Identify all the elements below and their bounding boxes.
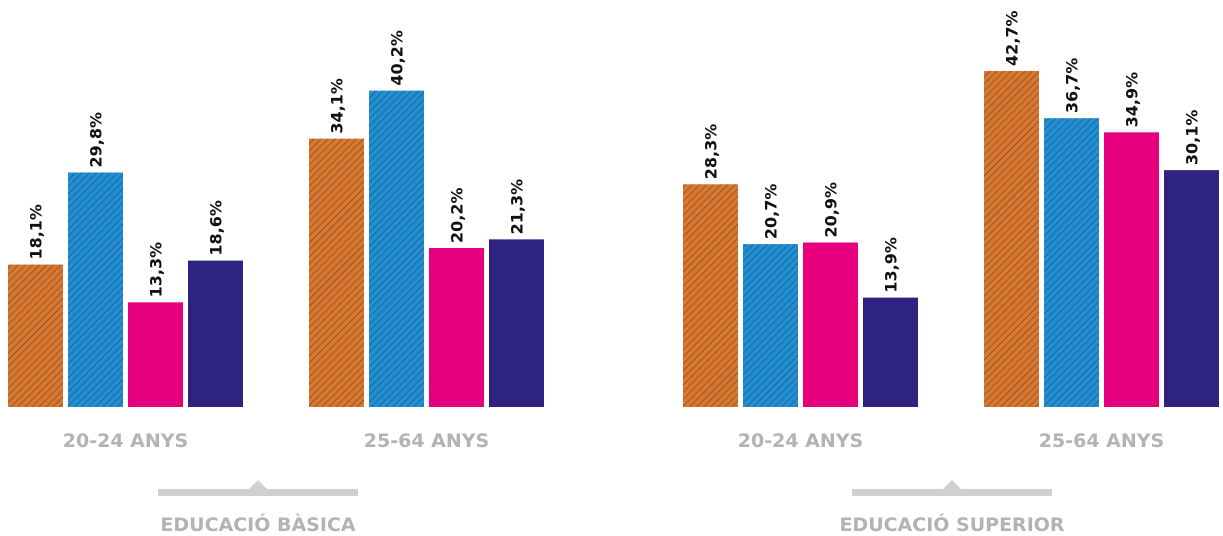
- section-label-1: EDUCACIÓ BÀSICA: [160, 512, 355, 536]
- value-label-panel2-cat1-series2: 20,7%: [762, 184, 781, 240]
- bars-layer: [8, 70, 1219, 408]
- bar-panel1-cat1-series1: [8, 264, 63, 407]
- value-label-panel1-cat2-series3: 20,2%: [448, 188, 467, 244]
- value-label-panel2-cat1-series3: 20,9%: [822, 182, 841, 238]
- value-label-panel1-cat2-series4: 21,3%: [508, 179, 527, 235]
- category-label-panel2-2: 25-64 ANYS: [1039, 430, 1164, 452]
- bar-panel2-cat2-series3: [1104, 132, 1159, 407]
- value-label-panel2-cat1-series4: 13,9%: [882, 237, 901, 293]
- value-label-panel1-cat1-series3: 13,3%: [147, 242, 166, 298]
- value-label-panel2-cat2-series4: 30,1%: [1183, 110, 1202, 166]
- section-bracket-1: [158, 489, 358, 496]
- bar-panel1-cat2-series1: [309, 138, 364, 407]
- bar-panel1-cat1-series3: [128, 302, 183, 407]
- bar-panel2-cat2-series1: [984, 70, 1039, 408]
- value-label-panel1-cat1-series2: 29,8%: [87, 112, 106, 168]
- bar-panel1-cat1-series4: [188, 260, 243, 407]
- value-label-panel1-cat2-series2: 40,2%: [388, 30, 407, 86]
- value-label-panel2-cat1-series1: 28,3%: [702, 124, 721, 180]
- section-label-2: EDUCACIÓ SUPERIOR: [839, 512, 1064, 536]
- bar-panel2-cat2-series2: [1044, 118, 1099, 408]
- bar-panel2-cat1-series4: [863, 297, 918, 407]
- bar-panel2-cat1-series1: [683, 184, 738, 407]
- section-bracket-2: [852, 489, 1052, 496]
- bar-panel1-cat2-series4: [489, 239, 544, 407]
- value-label-panel2-cat2-series1: 42,7%: [1003, 10, 1022, 66]
- section-bracket-caret-2: [942, 480, 962, 490]
- section-bracket-caret-1: [248, 480, 268, 490]
- labels-layer: 18,1% 29,8% 13,3% 18,6% 20-24 ANYS 34,1% 40,2%…: [27, 10, 1202, 536]
- category-label-panel1-1: 20-24 ANYS: [63, 430, 188, 452]
- value-label-panel2-cat2-series3: 34,9%: [1123, 72, 1142, 128]
- value-label-panel1-cat2-series1: 34,1%: [328, 78, 347, 134]
- bar-panel1-cat2-series3: [429, 248, 484, 407]
- bar-panel1-cat2-series2: [369, 90, 424, 407]
- bar-panel2-cat1-series3: [803, 242, 858, 407]
- bar-panel1-cat1-series2: [68, 172, 123, 407]
- category-label-panel1-2: 25-64 ANYS: [364, 430, 489, 452]
- value-label-panel1-cat1-series1: 18,1%: [27, 204, 46, 260]
- value-label-panel1-cat1-series4: 18,6%: [207, 200, 226, 256]
- bar-panel2-cat1-series2: [743, 244, 798, 407]
- value-label-panel2-cat2-series2: 36,7%: [1063, 58, 1082, 114]
- category-label-panel2-1: 20-24 ANYS: [738, 430, 863, 452]
- bar-panel2-cat2-series4: [1164, 170, 1219, 407]
